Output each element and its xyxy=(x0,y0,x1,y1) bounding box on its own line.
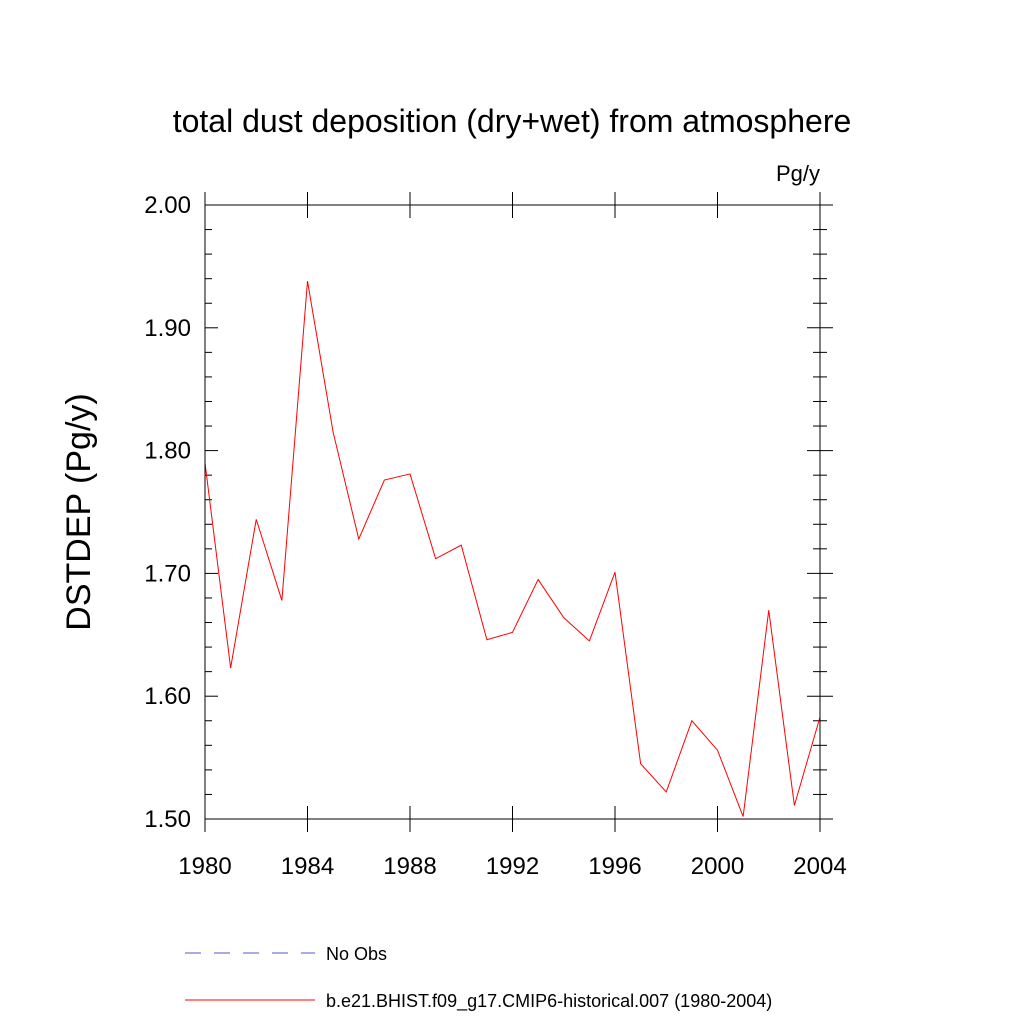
legend: No Obs b.e21.BHIST.f09_g17.CMIP6-historic… xyxy=(185,944,772,1012)
x-tick-label: 1980 xyxy=(178,853,231,880)
y-tick-label: 1.80 xyxy=(144,438,191,465)
y-tick-label: 1.50 xyxy=(144,806,191,833)
y-tick-label: 1.70 xyxy=(144,560,191,587)
x-tick-label: 1984 xyxy=(281,853,334,880)
x-tick-label: 2004 xyxy=(793,853,846,880)
plot-frame xyxy=(204,204,821,820)
y-tick-label: 2.00 xyxy=(144,192,191,219)
series-layer xyxy=(204,281,821,817)
units-label: Pg/y xyxy=(776,161,820,186)
y-tick-label: 1.90 xyxy=(144,315,191,342)
tick-labels: 1.50 1.60 1.70 1.80 1.90 2.00 1980 1984 1988 1992… xyxy=(144,192,846,880)
y-tick-label: 1.60 xyxy=(144,683,191,710)
series-line-0 xyxy=(204,281,821,817)
x-tick-label: 1992 xyxy=(486,853,539,880)
legend-label-1: b.e21.BHIST.f09_g17.CMIP6-historical.007… xyxy=(326,991,772,1012)
x-tick-label: 1988 xyxy=(383,853,436,880)
y-axis-label: DSTDEP (Pg/y) xyxy=(60,393,98,630)
x-tick-label: 2000 xyxy=(691,853,744,880)
x-tick-label: 1996 xyxy=(588,853,641,880)
axis-ticks xyxy=(204,192,833,832)
chart-title: total dust deposition (dry+wet) from atm… xyxy=(173,103,852,139)
legend-label-0: No Obs xyxy=(326,944,387,964)
